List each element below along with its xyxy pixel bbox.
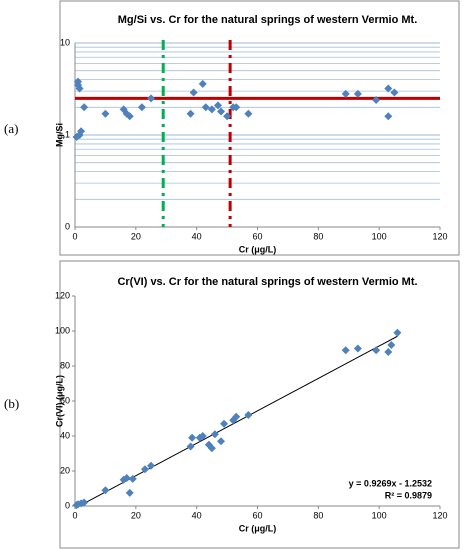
point: [128, 474, 137, 483]
point: [140, 465, 149, 474]
x-tick-label: 60: [252, 510, 262, 520]
point: [125, 112, 134, 121]
point: [393, 328, 402, 337]
point: [137, 103, 146, 112]
x-tick-label: 80: [313, 510, 323, 520]
y-tick-label: 60: [60, 395, 70, 405]
point: [186, 109, 195, 118]
y-tick-label: 120: [55, 290, 70, 300]
x-tick-label: 20: [131, 231, 141, 241]
y-tick-label: 40: [60, 430, 70, 440]
panel-label: (b): [4, 396, 19, 411]
panel-frame: [59, 0, 460, 256]
y-tick-label: 1: [65, 129, 70, 139]
x-tick-label: 40: [192, 231, 202, 241]
point: [353, 89, 362, 98]
x-tick-label: 100: [372, 231, 387, 241]
x-tick-label: 80: [313, 231, 323, 241]
point: [341, 89, 350, 98]
x-axis-title: Cr (μg/L): [239, 244, 277, 254]
x-tick-label: 120: [432, 510, 447, 520]
point: [210, 430, 219, 439]
point: [125, 488, 134, 497]
point: [198, 432, 207, 440]
point: [101, 109, 110, 118]
y-tick-label: 0: [65, 221, 70, 231]
point: [372, 96, 381, 105]
point: [207, 444, 216, 453]
point: [207, 105, 216, 114]
x-tick-label: 40: [192, 510, 202, 520]
point: [101, 486, 110, 495]
point: [244, 411, 253, 419]
point: [220, 419, 229, 428]
point: [390, 88, 399, 97]
point: [217, 107, 225, 116]
x-tick-label: 0: [72, 231, 77, 241]
point: [353, 344, 362, 353]
point: [201, 103, 210, 112]
point: [147, 461, 156, 470]
point: [147, 94, 156, 103]
annotation: R² = 0.9879: [385, 490, 432, 500]
chart-title: Cr(VI) vs. Cr for the natural springs of…: [117, 276, 417, 288]
y-tick-label: 10: [60, 37, 70, 47]
panel-label: (a): [4, 121, 18, 136]
point: [217, 437, 225, 446]
point: [232, 412, 241, 421]
x-tick-label: 120: [432, 231, 447, 241]
point: [341, 346, 350, 355]
y-axis-title: Cr(VI) (μg/L): [54, 375, 64, 427]
y-tick-label: 0: [65, 500, 70, 510]
point: [223, 112, 232, 121]
x-tick-label: 100: [372, 510, 387, 520]
y-axis-title: Mg/Si: [54, 123, 64, 147]
point: [189, 88, 198, 97]
point: [75, 84, 84, 93]
point: [384, 348, 393, 356]
point: [384, 84, 393, 93]
point: [387, 341, 396, 349]
chart-title: Mg/Si vs. Cr for the natural springs of …: [118, 14, 418, 26]
point: [80, 498, 89, 507]
point: [80, 103, 89, 112]
point: [198, 79, 207, 88]
y-tick-label: 80: [60, 360, 70, 370]
point: [77, 127, 86, 136]
annotation: y = 0.9269x - 1.2532: [349, 478, 432, 488]
point: [244, 109, 253, 118]
x-axis-title: Cr (μg/L): [239, 523, 277, 533]
x-tick-label: 60: [252, 231, 262, 241]
y-tick-label: 20: [60, 465, 70, 475]
point: [232, 103, 241, 112]
point: [188, 433, 197, 442]
point: [384, 112, 393, 121]
x-tick-label: 0: [72, 510, 77, 520]
point: [186, 442, 195, 451]
panel-frame: [59, 260, 460, 549]
point: [122, 474, 131, 482]
x-tick-label: 20: [131, 510, 141, 520]
point: [372, 346, 381, 355]
y-tick-label: 100: [55, 325, 70, 335]
point: [213, 101, 222, 110]
